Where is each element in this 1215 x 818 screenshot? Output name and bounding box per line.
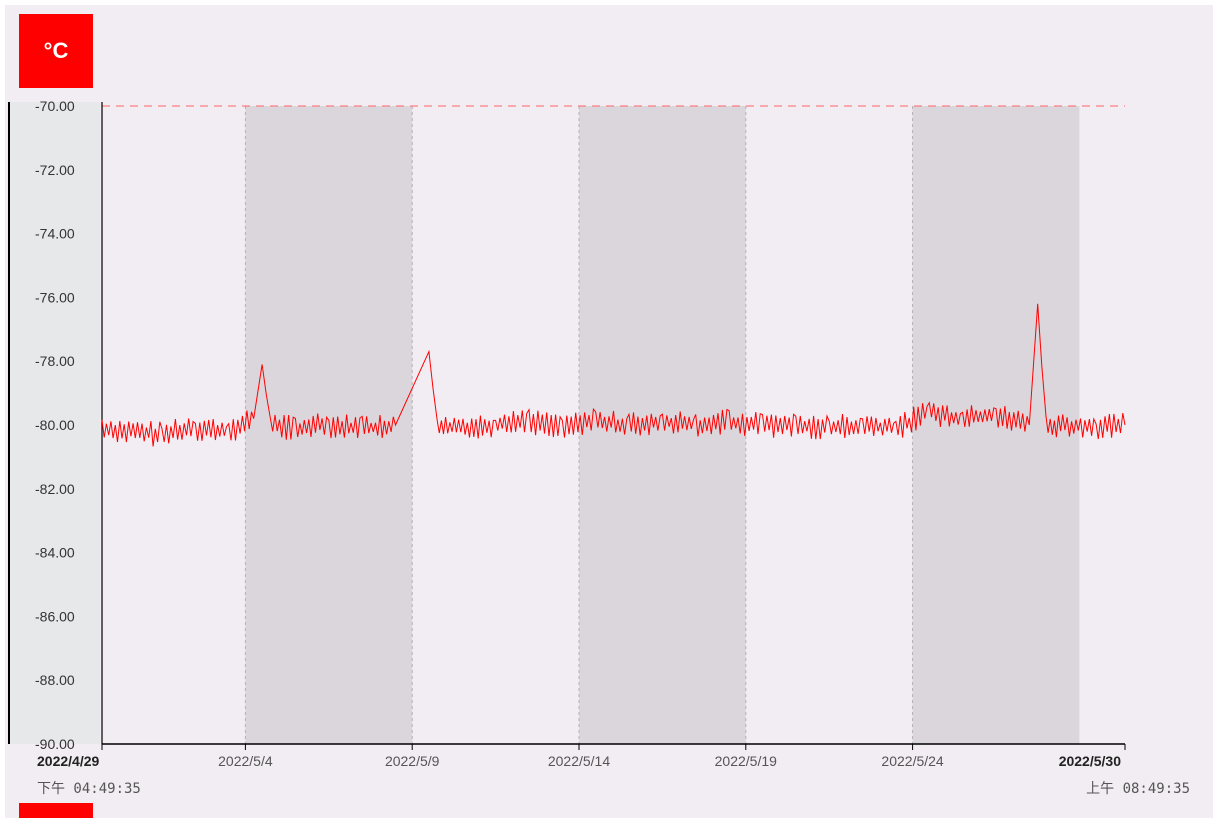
x-tick-time: 上午 08:49:35 [1086, 781, 1190, 797]
y-tick-label: -76.00 [35, 289, 75, 305]
x-tick-label: 2022/4/29 [37, 753, 99, 769]
y-tick-label: -84.00 [35, 545, 75, 561]
x-tick-label: 2022/5/9 [385, 753, 440, 769]
weekend-band [245, 106, 413, 744]
unit-badge: °C [19, 14, 93, 88]
unit-badge-bottom [19, 803, 93, 818]
weekend-band [578, 106, 746, 744]
x-tick-label: 2022/5/4 [218, 753, 273, 769]
x-tick-label: 2022/5/19 [715, 753, 777, 769]
temperature-series-line [101, 303, 1126, 447]
x-tick-time: 下午 04:49:35 [37, 781, 141, 797]
y-tick-label: -86.00 [35, 608, 75, 624]
y-tick-label: -72.00 [35, 162, 75, 178]
y-tick-label: -80.00 [35, 417, 75, 433]
y-axis-bar [8, 102, 10, 744]
x-tick-label: 2022/5/14 [548, 753, 610, 769]
x-tick-label: 2022/5/24 [881, 753, 943, 769]
y-tick-label: -70.00 [35, 98, 75, 114]
y-tick-label: -78.00 [35, 353, 75, 369]
y-tick-label: -88.00 [35, 672, 75, 688]
x-tick-label: 2022/5/30 [1059, 753, 1121, 769]
y-tick-label: -90.00 [35, 736, 75, 752]
y-axis-panel [10, 102, 100, 744]
y-tick-label: -74.00 [35, 226, 75, 242]
weekend-band [912, 106, 1080, 744]
y-tick-label: -82.00 [35, 481, 75, 497]
